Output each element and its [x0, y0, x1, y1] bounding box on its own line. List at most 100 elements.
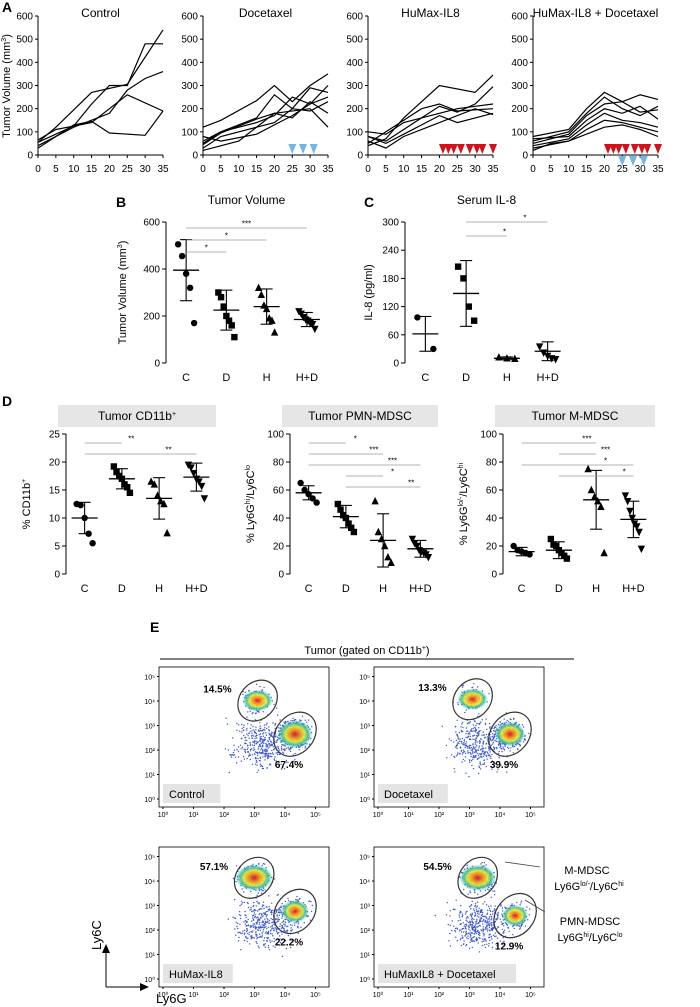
event-dot: [474, 720, 476, 722]
event-dot: [251, 910, 253, 913]
data-point: [384, 553, 392, 561]
event-dot: [475, 746, 477, 748]
event-dot: [457, 703, 459, 706]
x-tick-label: 0: [365, 164, 371, 175]
event-dot: [255, 933, 257, 936]
event-dot: [461, 916, 463, 918]
event-dot: [488, 747, 490, 750]
y-tick-label: 10³: [360, 904, 371, 911]
x-tick-label: 20: [269, 164, 281, 175]
event-dot: [243, 758, 246, 760]
event-dot: [513, 718, 515, 720]
event-dot: [482, 763, 484, 766]
data-point: [198, 482, 206, 491]
event-dot: [239, 730, 241, 732]
event-dot: [484, 946, 486, 949]
significance-stars: **: [165, 446, 171, 455]
event-dot: [468, 759, 471, 761]
event-dot: [264, 943, 267, 945]
event-dot: [259, 756, 261, 758]
event-dot: [254, 753, 256, 756]
event-dot: [255, 917, 257, 919]
event-dot: [280, 763, 282, 765]
data-point: [510, 542, 517, 550]
event-dot: [494, 935, 496, 938]
event-dot: [480, 914, 482, 917]
event-dot: [238, 724, 240, 726]
event-dot: [489, 751, 491, 753]
event-dot: [461, 936, 464, 938]
event-dot: [237, 931, 239, 934]
event-dot: [465, 736, 467, 739]
y-axis-label: Tumor Volume (mm3): [117, 241, 129, 345]
x-tick-label: 10⁰: [373, 811, 384, 819]
event-dot: [465, 943, 468, 946]
event-dot: [246, 757, 248, 760]
event-dot: [451, 929, 453, 932]
event-dot: [275, 909, 277, 911]
event-dot: [474, 729, 476, 732]
event-dot: [465, 933, 468, 935]
event-dot: [484, 920, 486, 923]
event-dot: [488, 907, 491, 910]
series-line-7: [202, 108, 329, 151]
event-dot: [502, 748, 504, 750]
event-dot: [260, 752, 262, 754]
event-dot: [458, 916, 461, 918]
panel-e: Tumor (gated on CD11b+)14.5%67.4%Control…: [89, 645, 624, 1006]
event-dot: [281, 933, 283, 936]
event-dot: [464, 711, 466, 714]
event-dot: [269, 941, 272, 943]
event-dot: [261, 730, 263, 732]
event-dot: [471, 735, 474, 737]
event-dot: [263, 907, 265, 910]
event-dot: [470, 934, 472, 937]
event-dot: [482, 742, 484, 744]
y-tick-label: 600: [16, 12, 33, 23]
event-dot: [506, 719, 508, 722]
event-dot: [491, 917, 493, 919]
event-dot: [273, 937, 275, 940]
y-tick-label: 0: [27, 151, 33, 162]
y-tick-label: 20: [486, 542, 498, 553]
treatment-marker-red: [643, 144, 652, 154]
event-dot: [252, 923, 254, 925]
event-dot: [469, 930, 471, 932]
event-dot: [467, 893, 469, 895]
event-dot: [488, 936, 490, 939]
event-dot: [266, 937, 269, 940]
series-line-4: [37, 110, 164, 149]
event-dot: [489, 939, 491, 942]
event-dot: [247, 711, 249, 713]
event-dot: [259, 765, 262, 767]
panel-letter-b: B: [116, 194, 126, 210]
x-tick-label: 15: [581, 164, 593, 175]
event-dot: [263, 742, 265, 744]
event-dot: [248, 754, 250, 756]
event-dot: [252, 919, 255, 921]
event-dot: [528, 914, 531, 916]
event-dot: [259, 685, 261, 688]
event-dot: [445, 744, 448, 747]
event-dot: [477, 910, 479, 913]
event-dot: [478, 741, 481, 743]
y-tick-label: 100: [346, 127, 363, 138]
event-dot: [242, 729, 244, 732]
event-dot: [503, 925, 505, 927]
event-dot: [261, 934, 263, 936]
density-core-upper: [235, 864, 273, 892]
event-dot: [264, 932, 267, 934]
y-tick-label: 10³: [145, 904, 156, 911]
event-dot: [298, 898, 300, 900]
data-point: [190, 319, 198, 327]
event-dot: [475, 926, 477, 928]
density-core-lower: [281, 900, 309, 923]
event-dot: [267, 947, 270, 949]
event-dot: [489, 755, 491, 757]
event-dot: [469, 925, 471, 927]
data-point: [337, 506, 344, 513]
event-dot: [270, 917, 272, 920]
event-dot: [258, 947, 260, 949]
event-dot: [469, 761, 471, 764]
